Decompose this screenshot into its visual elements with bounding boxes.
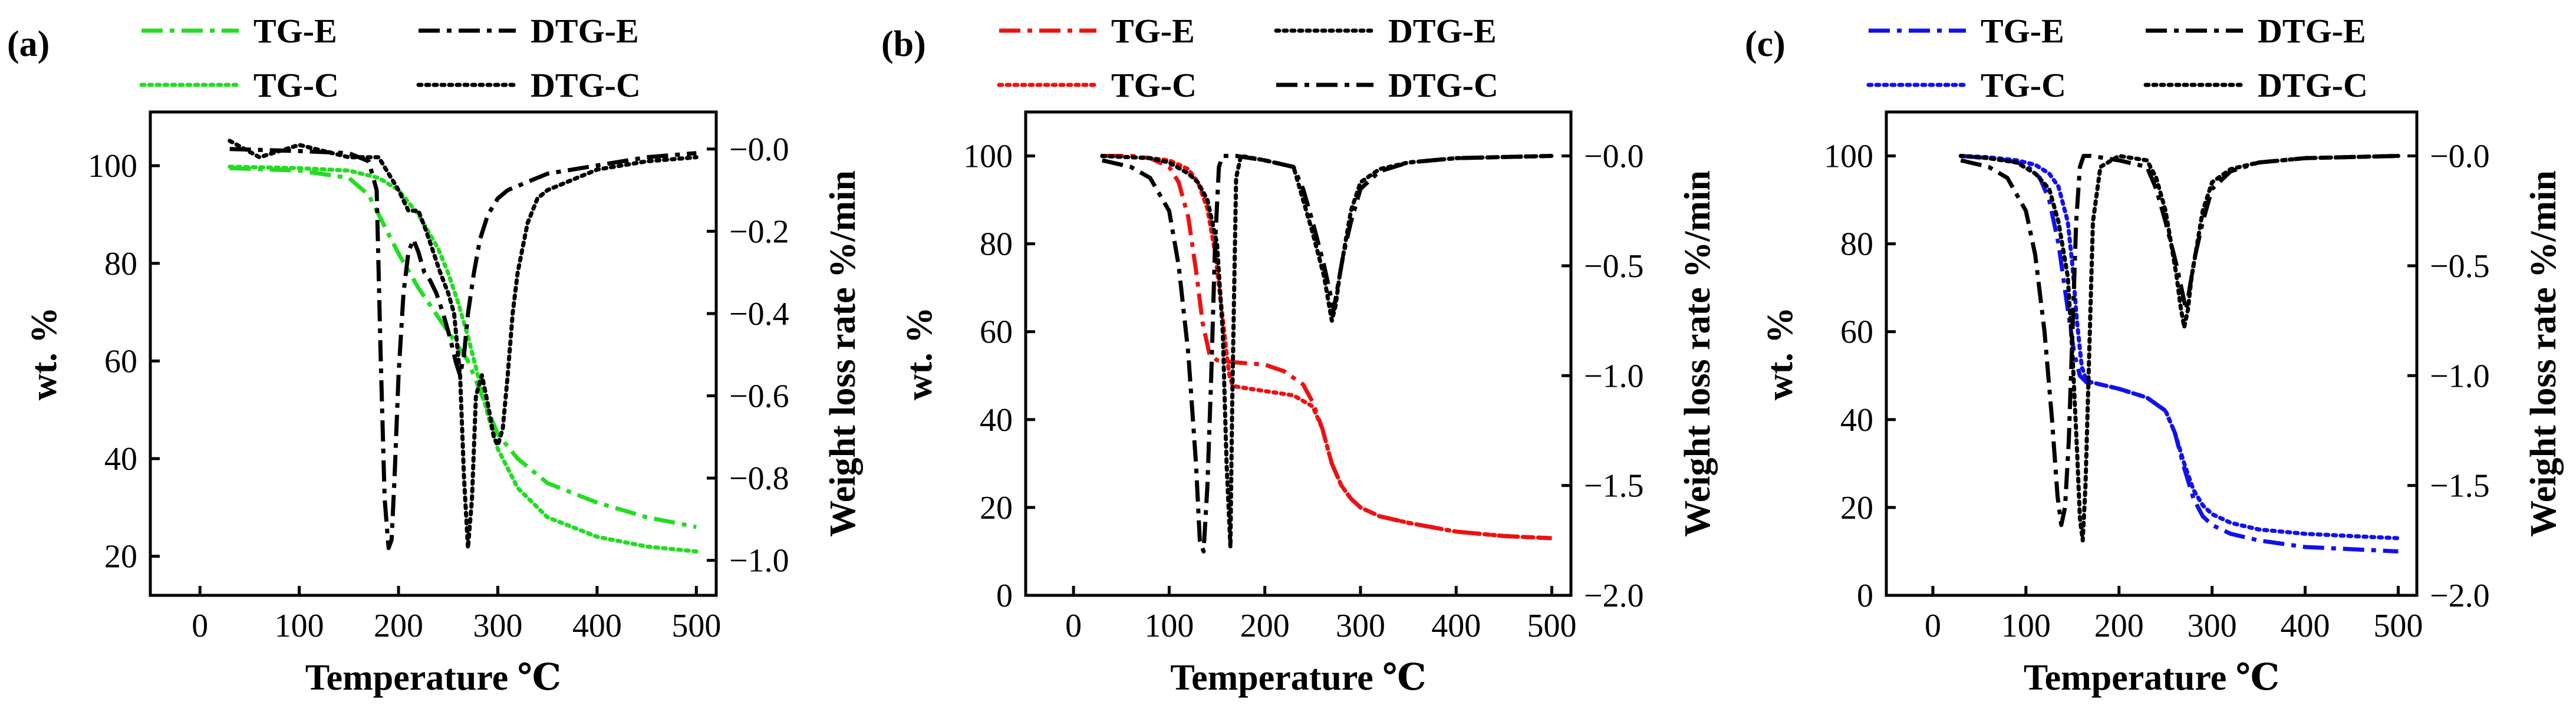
y-right-tick-label: −0.5 <box>1584 248 1644 285</box>
y-left-tick-label: 100 <box>963 139 1013 175</box>
x-tick-label: 500 <box>1527 608 1577 644</box>
y-right-axis-title: Weight loss rate %/min <box>1678 170 1718 537</box>
y-right-tick-label: −1.5 <box>2430 468 2490 505</box>
x-tick-label: 300 <box>2188 608 2237 644</box>
y-right-tick-label: −0.5 <box>2430 248 2490 285</box>
series-line-dtg-e <box>1100 154 1554 549</box>
series-line-tg-e <box>229 166 697 529</box>
y-left-tick-label: 0 <box>996 578 1013 614</box>
y-left-axis-title: wt. % <box>1760 307 1800 400</box>
y-right-tick-label: −2.0 <box>1584 578 1644 614</box>
y-right-axis-title: Weight loss rate %/min <box>2524 170 2564 537</box>
y-left-tick-label: 40 <box>1840 402 1873 439</box>
x-tick-label: 0 <box>1065 608 1082 644</box>
y-left-axis-title: wt. % <box>24 307 64 400</box>
y-right-tick-label: −0.0 <box>729 131 789 168</box>
legend-label: TG-C <box>1981 66 2066 104</box>
legend-label: DTG-C <box>1388 66 1498 104</box>
y-right-axis-title: Weight loss rate %/min <box>823 170 863 537</box>
x-tick-label: 100 <box>1144 608 1194 644</box>
y-right-tick-label: −0.6 <box>729 378 789 415</box>
x-tick-label: 200 <box>1240 608 1290 644</box>
y-left-tick-label: 60 <box>1840 314 1873 351</box>
y-left-tick-label: 80 <box>1840 226 1873 263</box>
series-line-dtg-c <box>1958 154 2400 543</box>
legend-label: DTG-E <box>1388 12 1497 50</box>
chart-panel-2: (b) 0 100 200 300 400 500 0 20 40 60 80 100 −2.0 −1.5 −… <box>881 12 1718 698</box>
y-right-tick-label: −0.0 <box>1584 139 1644 175</box>
chart-panel-1: (a) 0 100 200 300 400 500 20 40 60 80 100 −1.0 −0.8 −0… <box>7 12 863 698</box>
x-axis-title: Temperature ℃ <box>1170 658 1426 698</box>
y-right-tick-label: −1.0 <box>729 543 789 579</box>
legend-label: DTG-E <box>2258 12 2366 50</box>
x-tick-label: 400 <box>1431 608 1481 644</box>
y-left-tick-label: 0 <box>1857 578 1873 614</box>
legend-label: DTG-E <box>531 12 639 50</box>
y-right-tick-label: −2.0 <box>2430 578 2490 614</box>
series-group <box>228 139 699 553</box>
y-left-tick-label: 60 <box>980 314 1013 351</box>
y-right-tick-label: −0.0 <box>2430 139 2490 175</box>
y-right-tick-label: −0.2 <box>729 213 789 250</box>
x-tick-label: 500 <box>671 608 721 644</box>
plot-frame <box>149 110 718 597</box>
x-tick-label: 0 <box>1925 608 1941 644</box>
y-left-tick-label: 80 <box>104 246 137 282</box>
plot-frame <box>1885 110 2419 597</box>
chart-panel-3: (c) 0 100 200 300 400 500 0 20 40 60 80 100 −2.0 −1.5 −… <box>1745 12 2564 698</box>
x-tick-label: 300 <box>473 608 522 644</box>
y-left-tick-label: 20 <box>1840 490 1873 526</box>
x-axis-title: Temperature ℃ <box>2024 658 2279 698</box>
y-right-tick-label: −1.0 <box>2430 358 2490 394</box>
x-tick-label: 100 <box>275 608 324 644</box>
y-right-tick-label: −0.8 <box>729 460 789 497</box>
legend-label: TG-E <box>1111 12 1195 50</box>
y-left-tick-label: 20 <box>104 539 137 575</box>
y-left-tick-label: 100 <box>1824 139 1873 175</box>
y-left-tick-label: 40 <box>980 402 1013 439</box>
x-tick-label: 300 <box>1336 608 1385 644</box>
legend-label: TG-C <box>1111 66 1197 104</box>
y-right-tick-label: −1.0 <box>1584 358 1644 394</box>
x-tick-label: 0 <box>192 608 208 644</box>
series-group <box>1100 154 1554 553</box>
panel-label: (a) <box>7 24 50 64</box>
x-tick-label: 100 <box>2001 608 2051 644</box>
panel-label: (b) <box>881 24 926 64</box>
series-line-tg-c <box>228 164 699 553</box>
x-tick-label: 200 <box>2094 608 2144 644</box>
x-tick-label: 400 <box>2281 608 2330 644</box>
plot-frame <box>1024 110 1573 597</box>
y-left-tick-label: 80 <box>980 226 1013 263</box>
y-right-tick-label: −1.5 <box>1584 468 1644 505</box>
panel-label: (c) <box>1745 24 1786 64</box>
legend-label: DTG-C <box>531 66 641 104</box>
series-line-dtg-c <box>1102 154 1552 553</box>
y-right-tick-label: −0.4 <box>729 296 789 332</box>
legend-label: TG-C <box>253 66 339 104</box>
y-left-tick-label: 100 <box>88 148 137 184</box>
legend-label: DTG-C <box>2258 66 2368 104</box>
y-left-tick-label: 20 <box>980 490 1013 526</box>
legend-label: TG-E <box>253 12 337 50</box>
y-left-axis-title: wt. % <box>900 307 940 400</box>
x-tick-label: 500 <box>2373 608 2423 644</box>
series-line-dtg-e <box>1960 154 2399 528</box>
y-left-tick-label: 60 <box>104 343 137 380</box>
y-left-tick-label: 40 <box>104 441 137 477</box>
series-line-dtg-c <box>228 139 699 551</box>
x-axis-title: Temperature ℃ <box>305 658 561 698</box>
legend-label: TG-E <box>1981 12 2064 50</box>
series-line-dtg-e <box>229 147 697 551</box>
series-group <box>1958 154 2400 553</box>
x-tick-label: 400 <box>572 608 622 644</box>
series-line-tg-c <box>1958 154 2400 541</box>
x-tick-label: 200 <box>374 608 423 644</box>
